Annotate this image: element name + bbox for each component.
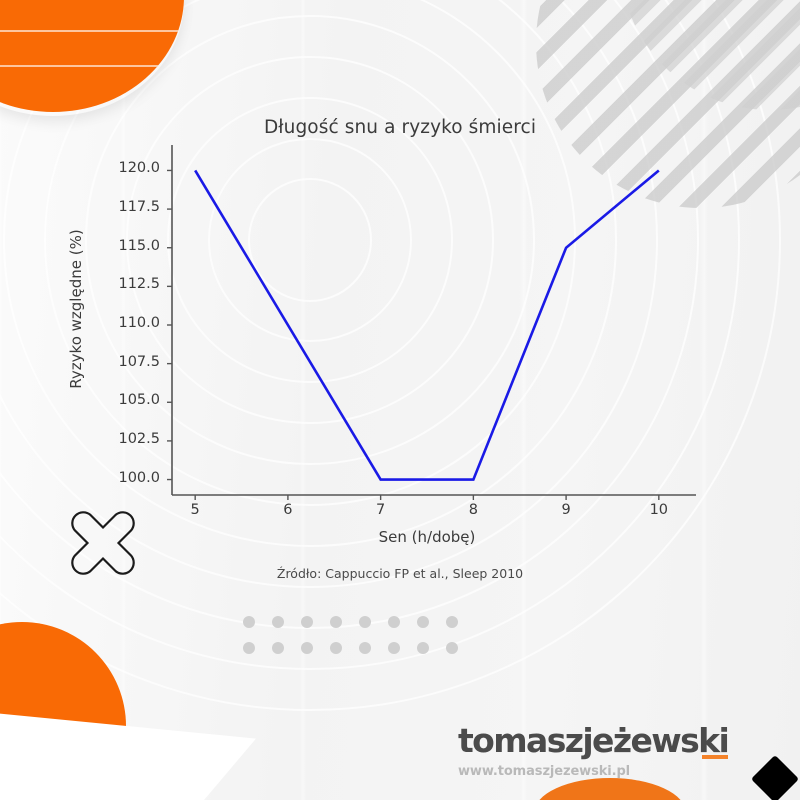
x-tick-label: 6 (283, 502, 293, 518)
y-tick-label: 117.5 (118, 199, 160, 216)
chart-title: Długość snu a ryzyko śmierci (263, 117, 537, 138)
logo-website-url: www.tomaszjezewski.pl (458, 764, 631, 779)
y-tick-label: 110.0 (118, 315, 160, 331)
x-tick-label: 9 (561, 502, 571, 518)
x-tick-label: 10 (649, 502, 669, 518)
y-tick-label: 107.5 (118, 353, 160, 370)
logo-underline-accent (702, 755, 729, 759)
y-tick-label: 100.0 (118, 469, 160, 486)
data-line-series (194, 169, 660, 481)
y-tick-label: 102.5 (118, 430, 160, 447)
brand-logo[interactable]: tomaszjeżewski www.tomaszjezewski.pl (458, 724, 758, 779)
x-axis-label: Sen (h/dobę) (378, 528, 476, 546)
logo-brand-text: tomaszjeżewski (458, 721, 730, 760)
y-tick-label: 120.0 (118, 160, 160, 177)
x-tick-label: 7 (376, 502, 386, 518)
x-tick-label: 8 (468, 502, 478, 518)
logo-brand-label: tomaszjeżewski (458, 721, 730, 760)
x-tick-label: 5 (190, 502, 200, 518)
source-note: Źródło: Cappuccio FP et al., Sleep 2010 (276, 566, 524, 581)
y-axis-tick-labels: 100.0 102.5 105.0 107.5 110.0 112.5 115.0 117.5… (52, 0, 160, 800)
y-tick-label: 105.0 (118, 392, 160, 409)
y-tick-label: 112.5 (118, 276, 160, 293)
y-tick-label: 115.0 (118, 237, 160, 254)
